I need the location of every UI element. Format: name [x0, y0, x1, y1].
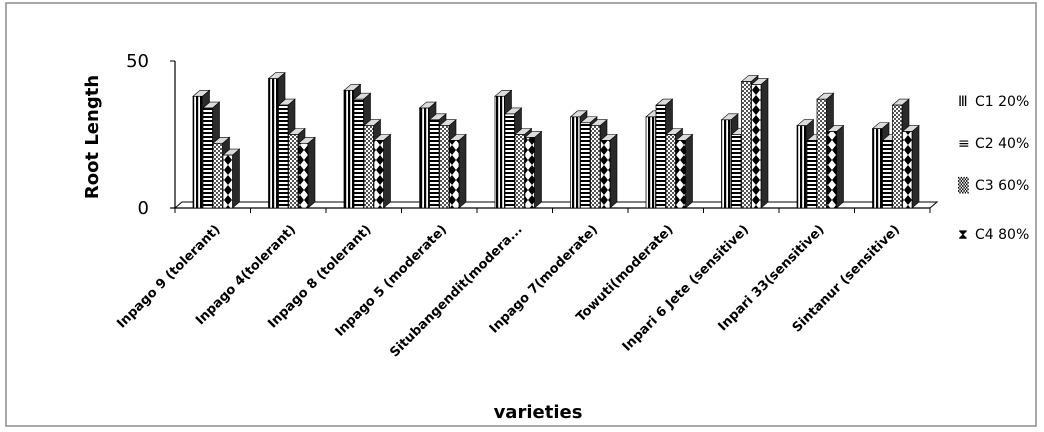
legend-label: C4 80% — [975, 227, 1029, 243]
legend-entry: ▒ C3 60% — [958, 176, 1029, 194]
bar-front — [419, 107, 430, 209]
legend-label: C3 60% — [975, 178, 1029, 194]
bar — [222, 148, 241, 209]
bar-front — [675, 140, 686, 209]
bar-front — [494, 95, 505, 209]
bar-front — [741, 81, 752, 209]
bar-front — [298, 142, 309, 209]
bar — [750, 77, 769, 209]
bar-front — [580, 122, 591, 209]
bar-front — [590, 125, 601, 209]
bar-front — [343, 90, 354, 209]
bar — [675, 133, 694, 209]
bar-front — [872, 128, 883, 209]
bar-side — [911, 124, 920, 209]
bar-front — [429, 119, 440, 209]
legend-swatch-icon: ⧗ — [958, 227, 968, 243]
legend-entry: ⧗ C4 80% — [958, 227, 1029, 243]
bar-front — [192, 95, 203, 209]
bar — [373, 133, 392, 209]
bar-front — [514, 134, 525, 209]
bar — [901, 124, 920, 209]
bar-front — [665, 134, 676, 209]
y-tick-label: 50 — [126, 51, 149, 72]
bar-front — [278, 104, 289, 209]
bar-front — [570, 116, 581, 209]
bar — [524, 130, 543, 209]
bar-front — [222, 154, 233, 209]
y-tick-label: 0 — [138, 198, 149, 219]
bar-front — [902, 131, 913, 209]
bar-front — [826, 131, 837, 209]
bar-side — [685, 133, 693, 209]
bar-front — [721, 119, 732, 209]
legend: Ⅲ C1 20% ≡ C2 40% ▒ C3 60% ⧗ C4 80% — [958, 94, 1029, 243]
bar-side — [383, 133, 391, 209]
bar-front — [806, 140, 817, 209]
bar-front — [439, 125, 450, 209]
legend-label: C1 20% — [975, 94, 1029, 110]
bar-front — [202, 107, 213, 209]
bar-side — [232, 148, 240, 209]
bar-front — [373, 140, 384, 209]
bar — [599, 133, 618, 209]
bar-front — [600, 140, 611, 209]
legend-entry: Ⅲ C1 20% — [958, 94, 1029, 110]
bar-front — [212, 142, 223, 209]
bar-side — [836, 124, 844, 209]
bar-front — [892, 104, 903, 209]
bar-side — [760, 77, 769, 209]
bar-front — [504, 113, 515, 209]
bar-front — [363, 125, 374, 209]
bar-front — [731, 134, 742, 209]
legend-swatch-icon: Ⅲ — [958, 94, 968, 110]
bar — [826, 124, 845, 209]
bar-front — [288, 134, 299, 209]
x-axis-label: varieties — [494, 402, 583, 423]
legend-swatch-icon: ≡ — [958, 136, 970, 152]
bar-front — [524, 137, 535, 209]
y-ticks: 0 50 — [126, 51, 175, 219]
legend-swatch-icon: ▒ — [958, 176, 969, 194]
bar-front — [816, 98, 827, 209]
bar — [448, 133, 467, 209]
bar-front — [882, 140, 893, 209]
bar-front — [449, 140, 460, 209]
bar-front — [796, 125, 807, 209]
chart-border — [5, 2, 1037, 427]
bar-front — [751, 84, 762, 209]
bar-front — [655, 104, 666, 209]
bar-side — [609, 133, 618, 209]
bar-front — [645, 116, 656, 209]
y-axis-label: Root Length — [82, 75, 103, 199]
legend-entry: ≡ C2 40% — [958, 136, 1029, 152]
bar-front — [353, 98, 364, 209]
bar-side — [307, 136, 316, 209]
bar-side — [534, 130, 542, 209]
bar-front — [268, 78, 279, 209]
bar-side — [458, 133, 467, 209]
legend-label: C2 40% — [975, 136, 1029, 152]
bar — [297, 136, 316, 209]
bars — [192, 71, 920, 209]
